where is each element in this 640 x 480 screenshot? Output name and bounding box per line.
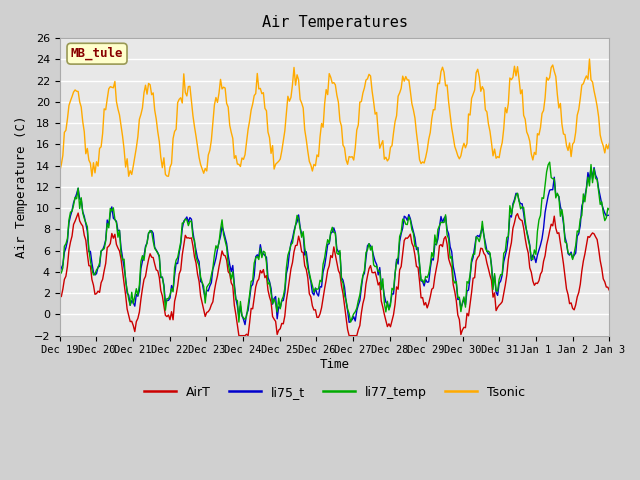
Title: Air Temperatures: Air Temperatures — [262, 15, 408, 30]
Y-axis label: Air Temperature (C): Air Temperature (C) — [15, 116, 28, 258]
Legend: AirT, li75_t, li77_temp, Tsonic: AirT, li75_t, li77_temp, Tsonic — [140, 381, 530, 404]
Text: MB_tule: MB_tule — [71, 47, 124, 60]
X-axis label: Time: Time — [319, 358, 349, 371]
